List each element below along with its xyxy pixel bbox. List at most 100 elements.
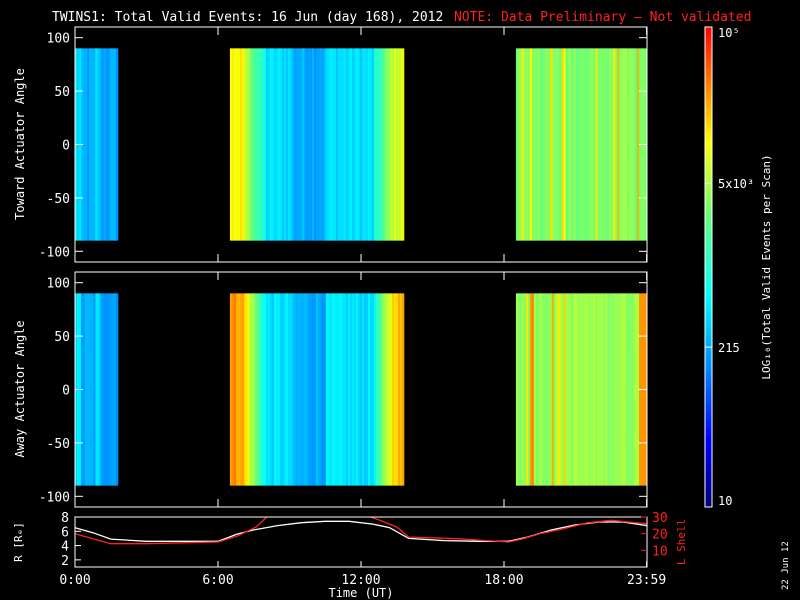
away-heatmap-stripe [377, 293, 381, 486]
toward-heatmap-stripe [527, 48, 531, 241]
away-heatmap-stripe [385, 293, 389, 486]
away-heatmap-stripe [89, 293, 92, 486]
toward-heatmap-stripe [577, 48, 580, 241]
toward-heatmap-stripe [327, 48, 331, 241]
toward-heatmap-stripe [575, 48, 578, 241]
toward-heatmap-stripe [263, 48, 267, 241]
toward-heatmap-stripe [307, 48, 311, 241]
toward-y-tick-label: 100 [47, 32, 70, 47]
toward-heatmap-stripe [359, 48, 363, 241]
away-heatmap-stripe [397, 293, 401, 486]
away-heatmap-stripe [245, 293, 249, 486]
away-heatmap-stripe [527, 293, 531, 486]
away-y-axis-label: Away Actuator Angle [13, 320, 27, 457]
away-heatmap-stripe [535, 293, 539, 486]
x-tick-label: 23:59 [627, 573, 666, 588]
toward-heatmap-stripe [357, 48, 361, 241]
toward-y-tick-label: -50 [47, 192, 70, 207]
toward-heatmap-stripe [293, 48, 297, 241]
away-heatmap-stripe [275, 293, 279, 486]
away-heatmap-stripe [557, 293, 561, 486]
away-heatmap-stripe [345, 293, 349, 486]
toward-heatmap-stripe [553, 48, 557, 241]
toward-heatmap-stripe [369, 48, 373, 241]
away-heatmap-stripe [583, 293, 586, 486]
colorbar-label: LOG₁₀(Total Valid Events per Scan) [760, 154, 773, 379]
toward-heatmap-stripe [549, 48, 553, 241]
toward-heatmap-stripe [361, 48, 365, 241]
toward-heatmap-stripe [297, 48, 301, 241]
toward-heatmap-stripe [539, 48, 543, 241]
toward-y-axis-label: Toward Actuator Angle [13, 68, 27, 220]
away-heatmap-stripe [569, 293, 572, 486]
away-heatmap-stripe [331, 293, 335, 486]
toward-heatmap-stripe [631, 48, 634, 241]
orbit-right-tick-label: 10 [652, 544, 668, 559]
toward-heatmap-stripe [545, 48, 549, 241]
away-heatmap-stripe [605, 293, 608, 486]
away-heatmap-stripe [309, 293, 313, 486]
toward-heatmap-stripe [329, 48, 333, 241]
toward-heatmap-stripes [75, 27, 648, 262]
away-heatmap-stripe [533, 293, 537, 486]
away-heatmap-stripe [389, 293, 393, 486]
toward-heatmap-stripe [625, 48, 628, 241]
away-heatmap-stripe [537, 293, 541, 486]
toward-heatmap-stripe [229, 48, 233, 241]
toward-heatmap-stripe [551, 48, 555, 241]
away-heatmap-stripe [299, 293, 303, 486]
away-heatmap-stripe [241, 293, 245, 486]
toward-heatmap-stripe [547, 48, 551, 241]
away-heatmap-stripe [543, 293, 547, 486]
away-heatmap-stripe [229, 293, 233, 486]
toward-heatmap-stripe [389, 48, 393, 241]
away-heatmap-stripe [585, 293, 588, 486]
toward-heatmap-stripe [583, 48, 586, 241]
toward-heatmap-stripe [593, 48, 596, 241]
toward-heatmap-stripe [277, 48, 281, 241]
away-heatmap-stripe [289, 293, 293, 486]
toward-heatmap-stripe [239, 48, 243, 241]
away-heatmap-stripes [75, 272, 648, 507]
away-heatmap-stripe [277, 293, 281, 486]
toward-heatmap-stripe [633, 48, 636, 241]
away-heatmap-stripe [371, 293, 375, 486]
toward-heatmap-stripe [269, 48, 273, 241]
toward-heatmap-stripe [381, 48, 385, 241]
orbit-left-tick-label: 8 [61, 511, 69, 526]
toward-heatmap-stripe [537, 48, 541, 241]
toward-heatmap-stripe [267, 48, 271, 241]
away-heatmap-stripe [565, 293, 568, 486]
away-heatmap-stripe [581, 293, 584, 486]
away-heatmap-stripe [349, 293, 353, 486]
away-heatmap-stripe [603, 293, 606, 486]
away-heatmap-stripe [539, 293, 543, 486]
toward-heatmap-stripe [233, 48, 237, 241]
toward-heatmap-panel: 100 50 0 -50 -100 Toward Actuator Angle [13, 26, 648, 263]
away-heatmap-stripe [249, 293, 253, 486]
away-heatmap-stripe [609, 293, 612, 486]
toward-heatmap-stripe [525, 48, 529, 241]
toward-heatmap-stripe [521, 48, 525, 241]
toward-heatmap-stripe [383, 48, 387, 241]
toward-heatmap-stripe [291, 48, 295, 241]
away-heatmap-stripe [625, 293, 628, 486]
away-heatmap-stripe [395, 293, 399, 486]
orbit-right-tick-label: 20 [652, 528, 668, 543]
away-heatmap-stripe [545, 293, 549, 486]
away-heatmap-stripe [251, 293, 255, 486]
away-heatmap-stripe [265, 293, 269, 486]
toward-heatmap-stripe [555, 48, 559, 241]
away-heatmap-stripe [307, 293, 311, 486]
toward-heatmap-stripe [265, 48, 269, 241]
colorbar-tick-label: 215 [718, 341, 740, 355]
toward-heatmap-stripe [365, 48, 369, 241]
away-heatmap-stripe [267, 293, 271, 486]
away-heatmap-stripe [599, 293, 602, 486]
toward-heatmap-stripe [353, 48, 357, 241]
away-heatmap-stripe [91, 293, 94, 486]
away-y-tick-label: 0 [62, 384, 70, 399]
away-heatmap-stripe [561, 293, 564, 486]
toward-heatmap-stripe [319, 48, 323, 241]
toward-heatmap-stripe [379, 48, 383, 241]
